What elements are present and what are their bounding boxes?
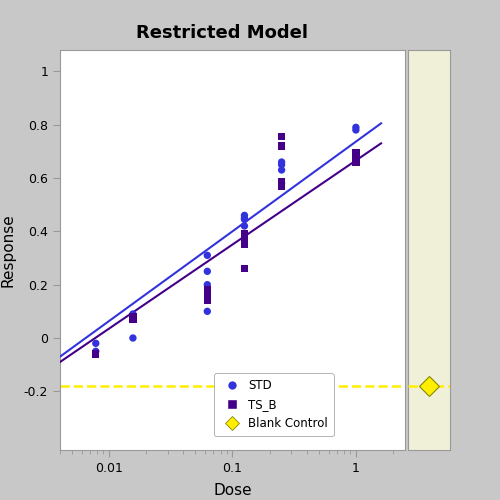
Point bbox=[240, 214, 248, 222]
Point bbox=[204, 268, 212, 276]
Point bbox=[204, 288, 212, 296]
Point bbox=[278, 132, 285, 140]
Point bbox=[204, 294, 212, 302]
Point bbox=[204, 280, 212, 288]
Point bbox=[92, 350, 100, 358]
Point bbox=[204, 296, 212, 304]
Y-axis label: Response: Response bbox=[0, 213, 16, 287]
Point bbox=[240, 230, 248, 238]
Point bbox=[92, 348, 100, 356]
Point bbox=[278, 158, 285, 166]
Point bbox=[278, 160, 285, 168]
Point bbox=[352, 158, 360, 166]
Point bbox=[240, 216, 248, 224]
Point bbox=[352, 124, 360, 132]
Point bbox=[352, 126, 360, 134]
Point bbox=[240, 264, 248, 272]
Point bbox=[278, 166, 285, 174]
Point bbox=[278, 178, 285, 186]
Point bbox=[204, 252, 212, 260]
Point bbox=[278, 180, 285, 188]
Point bbox=[240, 240, 248, 248]
Text: Restricted Model: Restricted Model bbox=[136, 24, 308, 42]
Point bbox=[240, 212, 248, 220]
Point bbox=[204, 308, 212, 316]
Point bbox=[278, 142, 285, 150]
Point bbox=[129, 316, 137, 324]
Point bbox=[204, 286, 212, 294]
Point bbox=[129, 312, 137, 320]
Point bbox=[352, 158, 360, 166]
Point bbox=[240, 236, 248, 244]
Point bbox=[352, 148, 360, 156]
Point bbox=[240, 222, 248, 230]
Point bbox=[352, 156, 360, 164]
Point bbox=[129, 334, 137, 342]
Point bbox=[92, 340, 100, 347]
Point bbox=[92, 350, 100, 358]
Point bbox=[352, 156, 360, 164]
X-axis label: Dose: Dose bbox=[213, 483, 252, 498]
Legend: STD, TS_B, Blank Control: STD, TS_B, Blank Control bbox=[214, 374, 334, 436]
Point bbox=[278, 182, 285, 190]
Point bbox=[129, 310, 137, 318]
